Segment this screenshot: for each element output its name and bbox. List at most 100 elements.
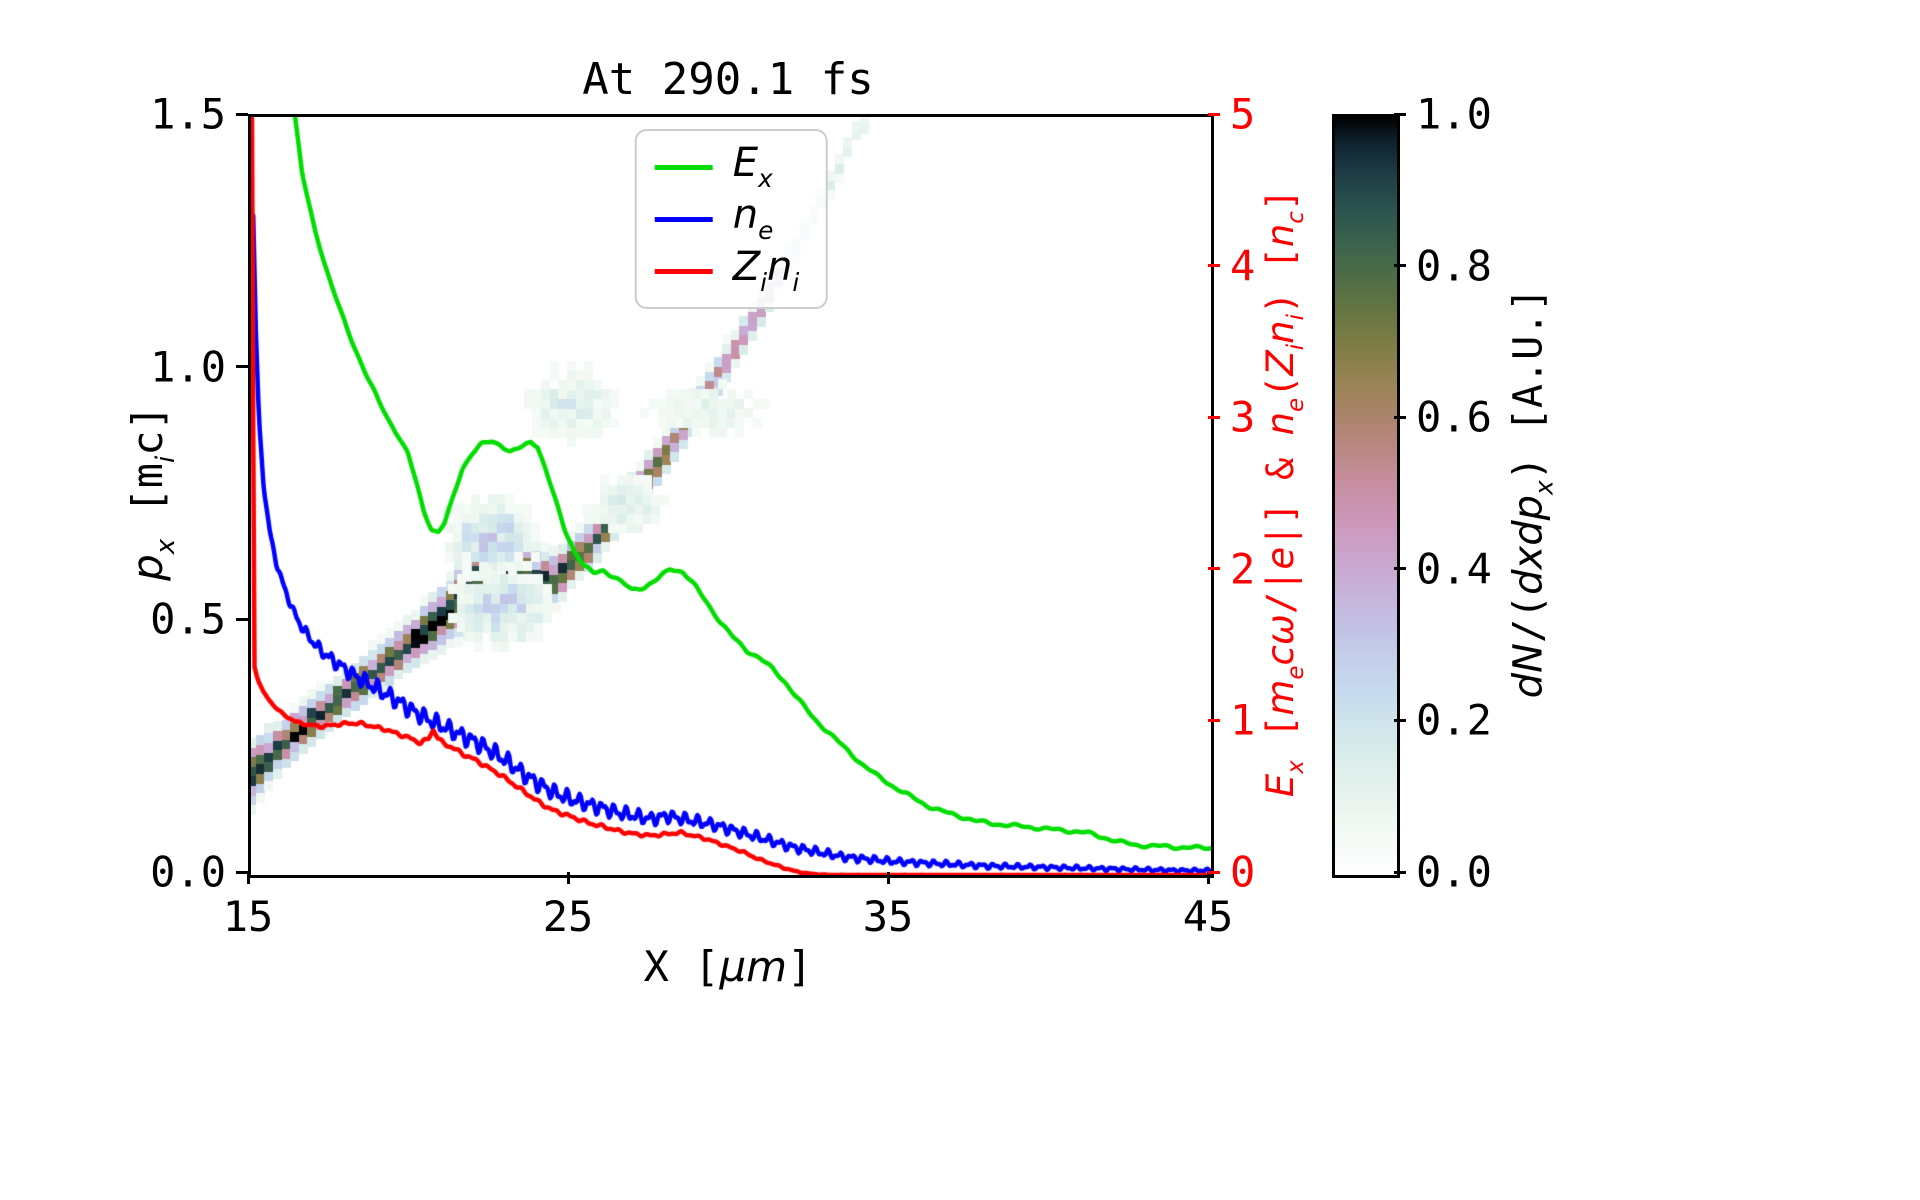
label-segment: [: [1258, 715, 1302, 761]
x-tick-mark: [246, 872, 250, 884]
label-segment: x: [1529, 480, 1559, 496]
right-tick-mark: [1208, 415, 1220, 419]
label-segment: n: [1258, 223, 1302, 248]
right-tick-label: 2: [1230, 544, 1256, 594]
label-segment: i: [792, 268, 800, 298]
legend-label-ex: Ex: [733, 140, 773, 193]
x-tick-label: 25: [542, 892, 594, 941]
label-segment: n: [732, 192, 759, 239]
x-tick-mark: [566, 872, 570, 884]
legend-entry-ex: Ex: [654, 140, 800, 194]
label-segment: N: [1505, 643, 1552, 673]
left-tick-mark: [236, 617, 248, 621]
label-segment: μm: [719, 942, 788, 991]
colorbar-tick-mark: [1394, 112, 1406, 116]
label-segment: ω: [1258, 614, 1302, 646]
right-tick-mark: [1208, 567, 1220, 571]
left-axis-label: px [mic]: [123, 405, 181, 581]
colorbar: [1332, 114, 1400, 878]
x-tick-label: 35: [862, 892, 914, 941]
label-segment: E: [1258, 773, 1302, 798]
colorbar-tick-label: 0.8: [1416, 241, 1492, 291]
colorbar-tick-label: 0.4: [1416, 544, 1492, 594]
label-segment: n: [1258, 411, 1302, 436]
label-segment: c]: [123, 405, 173, 456]
label-segment: x: [150, 538, 181, 555]
label-segment: i: [150, 455, 181, 463]
right-tick-label: 0: [1230, 847, 1256, 897]
label-segment: (: [1258, 375, 1302, 398]
colorbar-gradient: [1335, 117, 1397, 875]
x-tick-label: 45: [1182, 892, 1234, 941]
label-segment: ) [: [1258, 247, 1302, 315]
colorbar-tick-label: 0.0: [1416, 847, 1492, 897]
label-segment: p: [123, 554, 173, 581]
x-tick-mark: [1206, 872, 1210, 884]
legend-line-sample-zini: [654, 268, 713, 274]
label-segment: e: [758, 216, 774, 246]
colorbar-tick-mark: [1394, 567, 1406, 571]
x-axis-label: X [μm]: [248, 942, 1208, 991]
label-segment: e: [1283, 397, 1310, 412]
label-segment: i: [760, 268, 768, 298]
label-segment: ]: [787, 942, 813, 991]
label-segment: x: [1505, 545, 1552, 570]
label-segment: x: [758, 164, 773, 194]
label-segment: c: [1258, 645, 1302, 666]
right-tick-label: 1: [1230, 695, 1256, 745]
left-tick-label: 1.5: [150, 89, 226, 139]
right-tick-mark: [1208, 264, 1220, 268]
colorbar-label: dN/(dxdpx) [A.U.]: [1505, 288, 1558, 699]
left-tick-mark: [236, 870, 248, 874]
chart-title: At 290.1 fs: [582, 54, 874, 105]
colorbar-tick-label: 0.6: [1416, 392, 1492, 442]
right-tick-label: 4: [1230, 241, 1256, 291]
label-segment: /|: [1258, 569, 1302, 615]
right-tick-mark: [1208, 870, 1220, 874]
legend-entry-zini: Zini: [654, 244, 800, 298]
left-tick-label: 0.5: [150, 594, 226, 644]
right-tick-label: 3: [1230, 392, 1256, 442]
legend-label-zini: Zini: [733, 244, 800, 297]
label-segment: |] &: [1258, 435, 1302, 547]
right-tick-label: 5: [1230, 89, 1256, 139]
x-tick-label: 15: [222, 892, 274, 941]
label-segment: c: [1283, 211, 1310, 224]
label-segment: X [: [643, 942, 720, 991]
colorbar-tick-mark: [1394, 264, 1406, 268]
label-segment: i: [1283, 343, 1310, 351]
label-segment: n: [767, 244, 793, 291]
label-segment: m: [1258, 679, 1302, 716]
left-tick-label: 0.0: [150, 847, 226, 897]
label-segment: ) [A.U.]: [1505, 287, 1552, 481]
label-segment: /(: [1505, 594, 1552, 644]
left-tick-mark: [236, 112, 248, 116]
colorbar-tick-mark: [1394, 718, 1406, 722]
label-segment: e: [1283, 665, 1310, 680]
label-segment: ]: [1258, 188, 1302, 212]
legend-entry-ne: ne: [654, 192, 800, 246]
label-segment: p: [1505, 495, 1552, 521]
label-segment: [m: [123, 462, 173, 539]
label-segment: i: [1283, 314, 1310, 321]
left-tick-label: 1.0: [150, 342, 226, 392]
label-segment: E: [732, 140, 759, 187]
colorbar-tick-mark: [1394, 415, 1406, 419]
colorbar-tick-label: 1.0: [1416, 89, 1492, 139]
label-segment: Z: [1258, 350, 1302, 376]
x-tick-mark: [886, 872, 890, 884]
legend-line-sample-ex: [654, 164, 713, 170]
label-segment: Z: [732, 244, 761, 291]
right-tick-mark: [1208, 718, 1220, 722]
legend-line-sample-ne: [654, 216, 713, 222]
legend-label-ne: ne: [733, 192, 774, 245]
label-segment: x: [1283, 760, 1310, 774]
legend: Ex ne Zini: [634, 129, 828, 309]
label-segment: n: [1258, 320, 1302, 344]
label-segment: d: [1505, 520, 1552, 546]
left-tick-mark: [236, 365, 248, 369]
plot-area: Ex ne Zini: [248, 114, 1214, 878]
colorbar-tick-mark: [1394, 870, 1406, 874]
label-segment: e: [1258, 546, 1302, 570]
